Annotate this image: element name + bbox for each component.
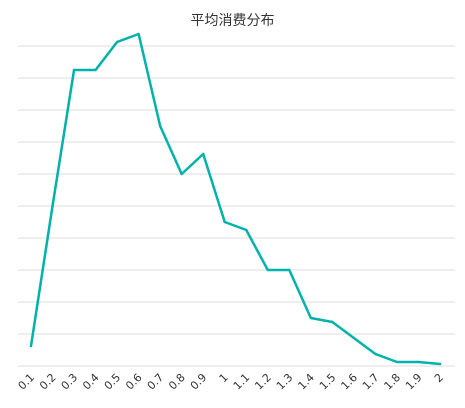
x-tick-label-13: 1.4	[295, 371, 317, 393]
data-point-1	[51, 204, 54, 208]
x-tick-label-8: 0.9	[188, 371, 210, 393]
data-point-14	[331, 320, 334, 324]
data-point-15	[352, 336, 356, 340]
x-tick-label-7: 0.8	[166, 371, 188, 393]
x-tick-label-18: 1.9	[403, 371, 425, 393]
x-tick-label-2: 0.3	[59, 371, 81, 393]
data-point-6	[158, 124, 162, 128]
data-point-17	[395, 360, 399, 364]
x-tick-label-10: 1.1	[231, 371, 253, 393]
x-tick-label-11: 1.2	[252, 371, 274, 393]
x-tick-label-12: 1.3	[274, 371, 296, 393]
data-point-7	[180, 172, 183, 176]
series-line-0	[29, 32, 442, 366]
x-tick-label-3: 0.4	[80, 371, 102, 393]
data-point-8	[202, 152, 205, 156]
data-point-9	[223, 220, 226, 224]
chart-title: 平均消费分布	[190, 13, 275, 29]
data-point-11	[266, 268, 269, 272]
data-point-18	[417, 360, 420, 364]
x-tick-label-9: 1	[217, 371, 231, 385]
data-point-0	[29, 344, 33, 348]
data-point-13	[309, 316, 313, 320]
x-tick-label-16: 1.7	[360, 371, 382, 393]
data-point-4	[115, 40, 119, 44]
data-point-2	[72, 68, 76, 72]
x-tick-label-17: 1.8	[382, 371, 404, 393]
data-point-10	[245, 228, 248, 232]
x-tick-label-19: 2	[432, 371, 446, 385]
x-tick-label-15: 1.6	[338, 371, 360, 393]
data-point-12	[288, 268, 291, 272]
data-point-16	[374, 352, 377, 356]
data-point-3	[94, 68, 97, 72]
x-tick-label-6: 0.7	[145, 371, 167, 393]
x-tick-label-14: 1.5	[317, 371, 339, 393]
data-point-5	[137, 32, 140, 36]
x-tick-label-4: 0.5	[102, 371, 124, 393]
data-point-19	[438, 362, 442, 366]
x-tick-label-5: 0.6	[123, 371, 145, 393]
x-tick-label-0: 0.1	[16, 371, 38, 393]
x-tick-label-1: 0.2	[37, 371, 59, 393]
